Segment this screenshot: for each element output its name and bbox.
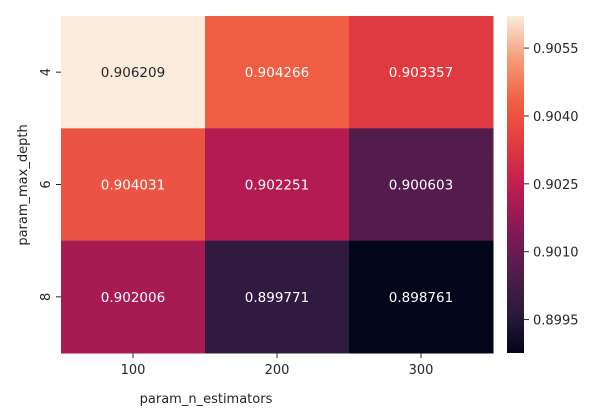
colorbar-tick-label: 0.9025 — [533, 178, 579, 193]
heatmap-cell — [61, 128, 206, 242]
colorbar-tick-label: 0.8995 — [533, 314, 579, 329]
cell-value-label: 0.904031 — [101, 178, 165, 194]
heatmap-cell — [205, 16, 350, 129]
heatmap-cell — [349, 240, 494, 354]
colorbar-tick-label: 0.9010 — [533, 246, 579, 261]
y-axis-ticks: 4 6 8 — [39, 68, 61, 301]
heatmap-cell — [61, 16, 206, 129]
y-axis-label: param_max_depth — [16, 124, 31, 245]
heatmap-cell — [205, 128, 350, 242]
cell-value-label: 0.906209 — [101, 65, 165, 81]
colorbar-tick-label: 0.9055 — [533, 42, 579, 57]
heatmap-cells — [61, 16, 494, 354]
x-axis-ticks: 100 200 300 — [121, 353, 434, 378]
y-tick-label: 8 — [39, 293, 54, 301]
heatmap-cell — [349, 128, 494, 242]
colorbar — [507, 16, 524, 353]
cell-value-label: 0.904266 — [245, 65, 309, 81]
heatmap-cell — [61, 240, 206, 354]
x-tick-label: 200 — [265, 363, 290, 378]
heatmap-cell-labels: 0.906209 0.904266 0.903357 0.904031 0.902251… — [101, 65, 453, 306]
y-tick-label: 4 — [39, 68, 54, 76]
cell-value-label: 0.903357 — [389, 65, 453, 81]
cell-value-label: 0.900603 — [389, 178, 453, 194]
x-tick-label: 100 — [121, 363, 146, 378]
cell-value-label: 0.898761 — [389, 290, 453, 306]
colorbar-ticks: 0.8995 0.9010 0.9025 0.9040 0.9055 — [524, 42, 579, 329]
cell-value-label: 0.902251 — [245, 178, 309, 194]
x-axis-label: param_n_estimators — [140, 392, 273, 407]
heatmap-cell — [349, 16, 494, 129]
y-tick-label: 6 — [39, 180, 54, 188]
x-tick-label: 300 — [409, 363, 434, 378]
colorbar-tick-label: 0.9040 — [533, 110, 579, 125]
cell-value-label: 0.902006 — [101, 290, 165, 306]
heatmap-cell — [205, 240, 350, 354]
cell-value-label: 0.899771 — [245, 290, 309, 306]
